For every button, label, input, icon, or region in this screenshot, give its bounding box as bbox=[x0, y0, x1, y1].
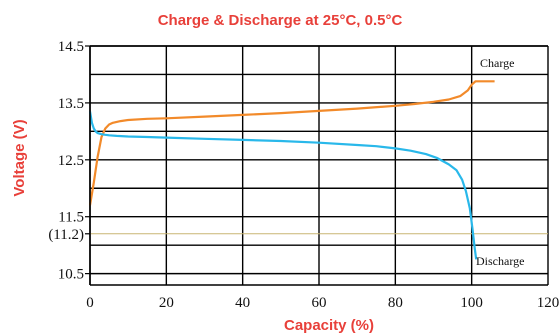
axes bbox=[89, 45, 548, 286]
x-tick-label: 20 bbox=[159, 295, 174, 311]
x-tick-labels: 0 20 40 60 80 100 120 bbox=[86, 295, 559, 311]
series-line-charge bbox=[88, 80, 495, 206]
y-axis-title: Voltage (V) bbox=[11, 119, 28, 196]
grid bbox=[89, 45, 549, 285]
y-tick-label: 11.5 bbox=[58, 210, 84, 226]
series-lines bbox=[88, 80, 495, 260]
y-tick-labels: 14.5 13.5 12.5 11.5(11.2) 10.5 bbox=[48, 39, 90, 283]
series-line-discharge bbox=[88, 111, 478, 260]
y-tick-label: 14.5 bbox=[58, 39, 84, 55]
annotation-discharge: Discharge bbox=[476, 254, 524, 268]
x-tick-label: 120 bbox=[537, 295, 560, 311]
x-tick-label: 40 bbox=[235, 295, 250, 311]
y-tick-label: 10.5 bbox=[58, 267, 84, 283]
x-axis-title: Capacity (%) bbox=[284, 317, 374, 334]
y-tick-label: 12.5 bbox=[58, 153, 84, 169]
x-tick-label: 0 bbox=[86, 295, 94, 311]
x-tick-label: 100 bbox=[460, 295, 483, 311]
x-tick-label: 80 bbox=[388, 295, 403, 311]
y-tick-label: 13.5 bbox=[58, 96, 84, 112]
annotation-charge: Charge bbox=[480, 56, 514, 70]
series-annotations: Charge Discharge bbox=[476, 56, 524, 268]
x-tick-label: 60 bbox=[312, 295, 327, 311]
chart-title: Charge & Discharge at 25°C, 0.5°C bbox=[158, 12, 403, 29]
y-tick-label: (11.2) bbox=[48, 227, 84, 243]
